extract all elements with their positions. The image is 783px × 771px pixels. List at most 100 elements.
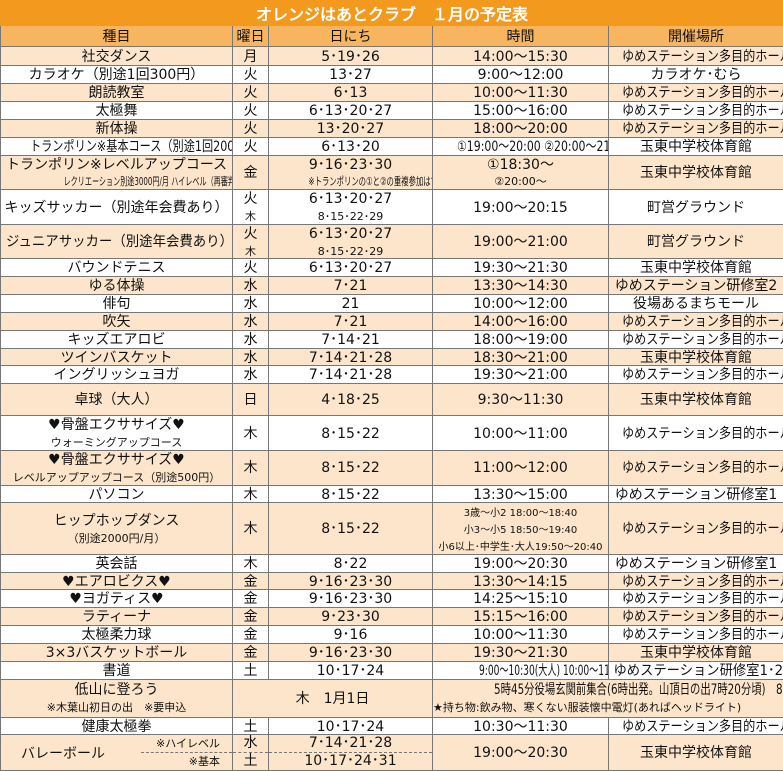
cell-line: 卓球（大人） (1, 391, 232, 408)
cell: 8･15･22 (269, 416, 433, 451)
cell-line: 6･13 (269, 84, 432, 101)
cell: 9:00～12:00 (433, 66, 609, 84)
cell-text: 3×3バスケットボール (46, 646, 188, 661)
cell-text: 玉東中学校体育館 (640, 351, 752, 366)
cell: ゆめステーション多目的ホール (609, 84, 783, 102)
cell-line: ♥ヨガティス♥ (1, 590, 232, 607)
cell: 5時45分役場玄関前集合(6時出発。山頂日の出7時20分頃) 8時30分 解散★… (433, 679, 783, 717)
title: オレンジはあとクラブ １月の予定表 (1, 1, 783, 26)
cell-line: 9･16･23･30 (269, 156, 432, 173)
cell-line: 14:00～15:30 (433, 48, 608, 65)
cell: 朗読教室 (1, 84, 233, 102)
cell-text: 土 (244, 664, 258, 679)
cell-text: 水 (244, 279, 258, 294)
cell-text: 火 (244, 227, 258, 242)
cell: 9･23･30 (269, 608, 433, 626)
cell: 5･19･26 (269, 47, 433, 66)
cell-line: 8･15･22･29 (269, 242, 432, 259)
cell-line: 健康太極拳 (1, 718, 232, 735)
cell-text: 10:00～11:00 (473, 427, 568, 442)
cell-text: ゆめステーション多目的ホール (622, 86, 783, 101)
cell-line: 9･16 (269, 626, 432, 643)
cell-text: 玉東中学校体育館 (640, 746, 752, 761)
cell-line: 木 1月1日 (233, 690, 432, 707)
cell-text: 13:30～14:15 (473, 575, 568, 590)
cell: 14:00～15:30 (433, 47, 609, 66)
cell: 15:00～16:00 (433, 102, 609, 120)
cell-line: ゆめステーション多目的ホール (609, 84, 783, 101)
cell: 水 (233, 330, 269, 348)
cell-text: 水 (244, 351, 258, 366)
cell-line: 玉東中学校体育館 (609, 138, 783, 155)
cell-text: 7･14･21･28 (309, 368, 392, 383)
cell-line: 19:00～20:30 (433, 744, 608, 761)
cell-line: 木 (233, 486, 268, 503)
cell-text: 10:00～11:30 (473, 628, 568, 643)
cell-text: 町営グラウンド (647, 201, 745, 216)
cell-text: 火 (244, 122, 258, 137)
cell: 火木 (233, 190, 269, 225)
cell-line: バウンドテニス (1, 259, 232, 276)
cell-text: 13･20･27 (317, 122, 384, 137)
cell: 21 (269, 295, 433, 313)
cell: 金 (233, 572, 269, 590)
cell-text: 8･15･22･29 (318, 211, 384, 223)
cell-line: 玉東中学校体育館 (609, 349, 783, 366)
cell: 金 (233, 626, 269, 644)
cell: 水 (233, 366, 269, 384)
cell-line: 英会話 (1, 555, 232, 572)
cell-text: 9:00～12:00 (478, 68, 564, 83)
cell-line: ゆめステーション多目的ホール (609, 626, 783, 643)
cell: ラティーナ (1, 608, 233, 626)
cell-line: 14:25～15:10 (433, 590, 608, 607)
cell-line: レクリエーション別途3000円/月 ハイレベル（再審判）別途4000円/月 (1, 172, 232, 189)
cell-line: 水 (233, 349, 268, 366)
cell: 13･27 (269, 66, 433, 84)
cell-text: 書道 (103, 664, 131, 679)
cell-text: ♥骨盤エクササイズ♥ (48, 453, 185, 468)
cell-text: 小3～小5 18:50～19:40 (464, 526, 578, 537)
cell-line: 玉東中学校体育館 (609, 391, 783, 408)
cell-line: 9･16･23･30 (269, 573, 432, 590)
cell-line: カラオケ（別途1回300円） (1, 66, 232, 83)
cell-text: 7･14･21 (321, 333, 380, 348)
cell-text: ゆめステーション多目的ホール (622, 368, 783, 383)
cell-line: 19:00～20:30 (433, 555, 608, 572)
cell-line: 木 (233, 520, 268, 537)
sub-dates: 10･17･24･31 (269, 753, 432, 770)
sub-day: 土 (233, 753, 268, 770)
cell-line: 13･27 (269, 66, 432, 83)
cell: 10:00～11:30 (433, 84, 609, 102)
cell-line: 木 (233, 555, 268, 572)
cell: 日 (233, 384, 269, 416)
cell: 木 1月1日 (233, 679, 433, 717)
cell-text: ★持ち物:飲み物、寒くない服装懐中電灯(あればヘッドライト) (433, 702, 741, 714)
cell: 卓球（大人） (1, 384, 233, 416)
cell-line: キッズエアロビ (1, 331, 232, 348)
cell: 火 (233, 119, 269, 137)
cell-line: 金 (233, 164, 268, 181)
cell-line: 14:00～16:00 (433, 313, 608, 330)
cell-text: トランポリン※レベルアップコース (6, 158, 227, 173)
cell-line: 木 (233, 242, 268, 259)
cell-line: ゆめステーション多目的ホール (609, 331, 783, 348)
cell-line: 13:30～15:00 (433, 486, 608, 503)
cell-line: 7･14･21･28 (269, 349, 432, 366)
cell: 19:00～21:00 (433, 224, 609, 259)
cell: 火木 (233, 224, 269, 259)
cell-text: ゆめステーション研修室1 (615, 488, 778, 503)
cell: 18:30～21:00 (433, 348, 609, 366)
cell-text: 19:00～20:15 (473, 201, 568, 216)
cell-line: 18:00～19:00 (433, 331, 608, 348)
cell-text: 太極柔力球 (82, 628, 152, 643)
cell-text: 木 (245, 211, 256, 223)
cell-line: 8･15･22 (269, 425, 432, 442)
cell-text: 19:00～20:30 (473, 746, 568, 761)
cell: ♥エアロビクス♥ (1, 572, 233, 590)
cell-line: レベルアップアップコース（別途500円） (1, 468, 232, 485)
